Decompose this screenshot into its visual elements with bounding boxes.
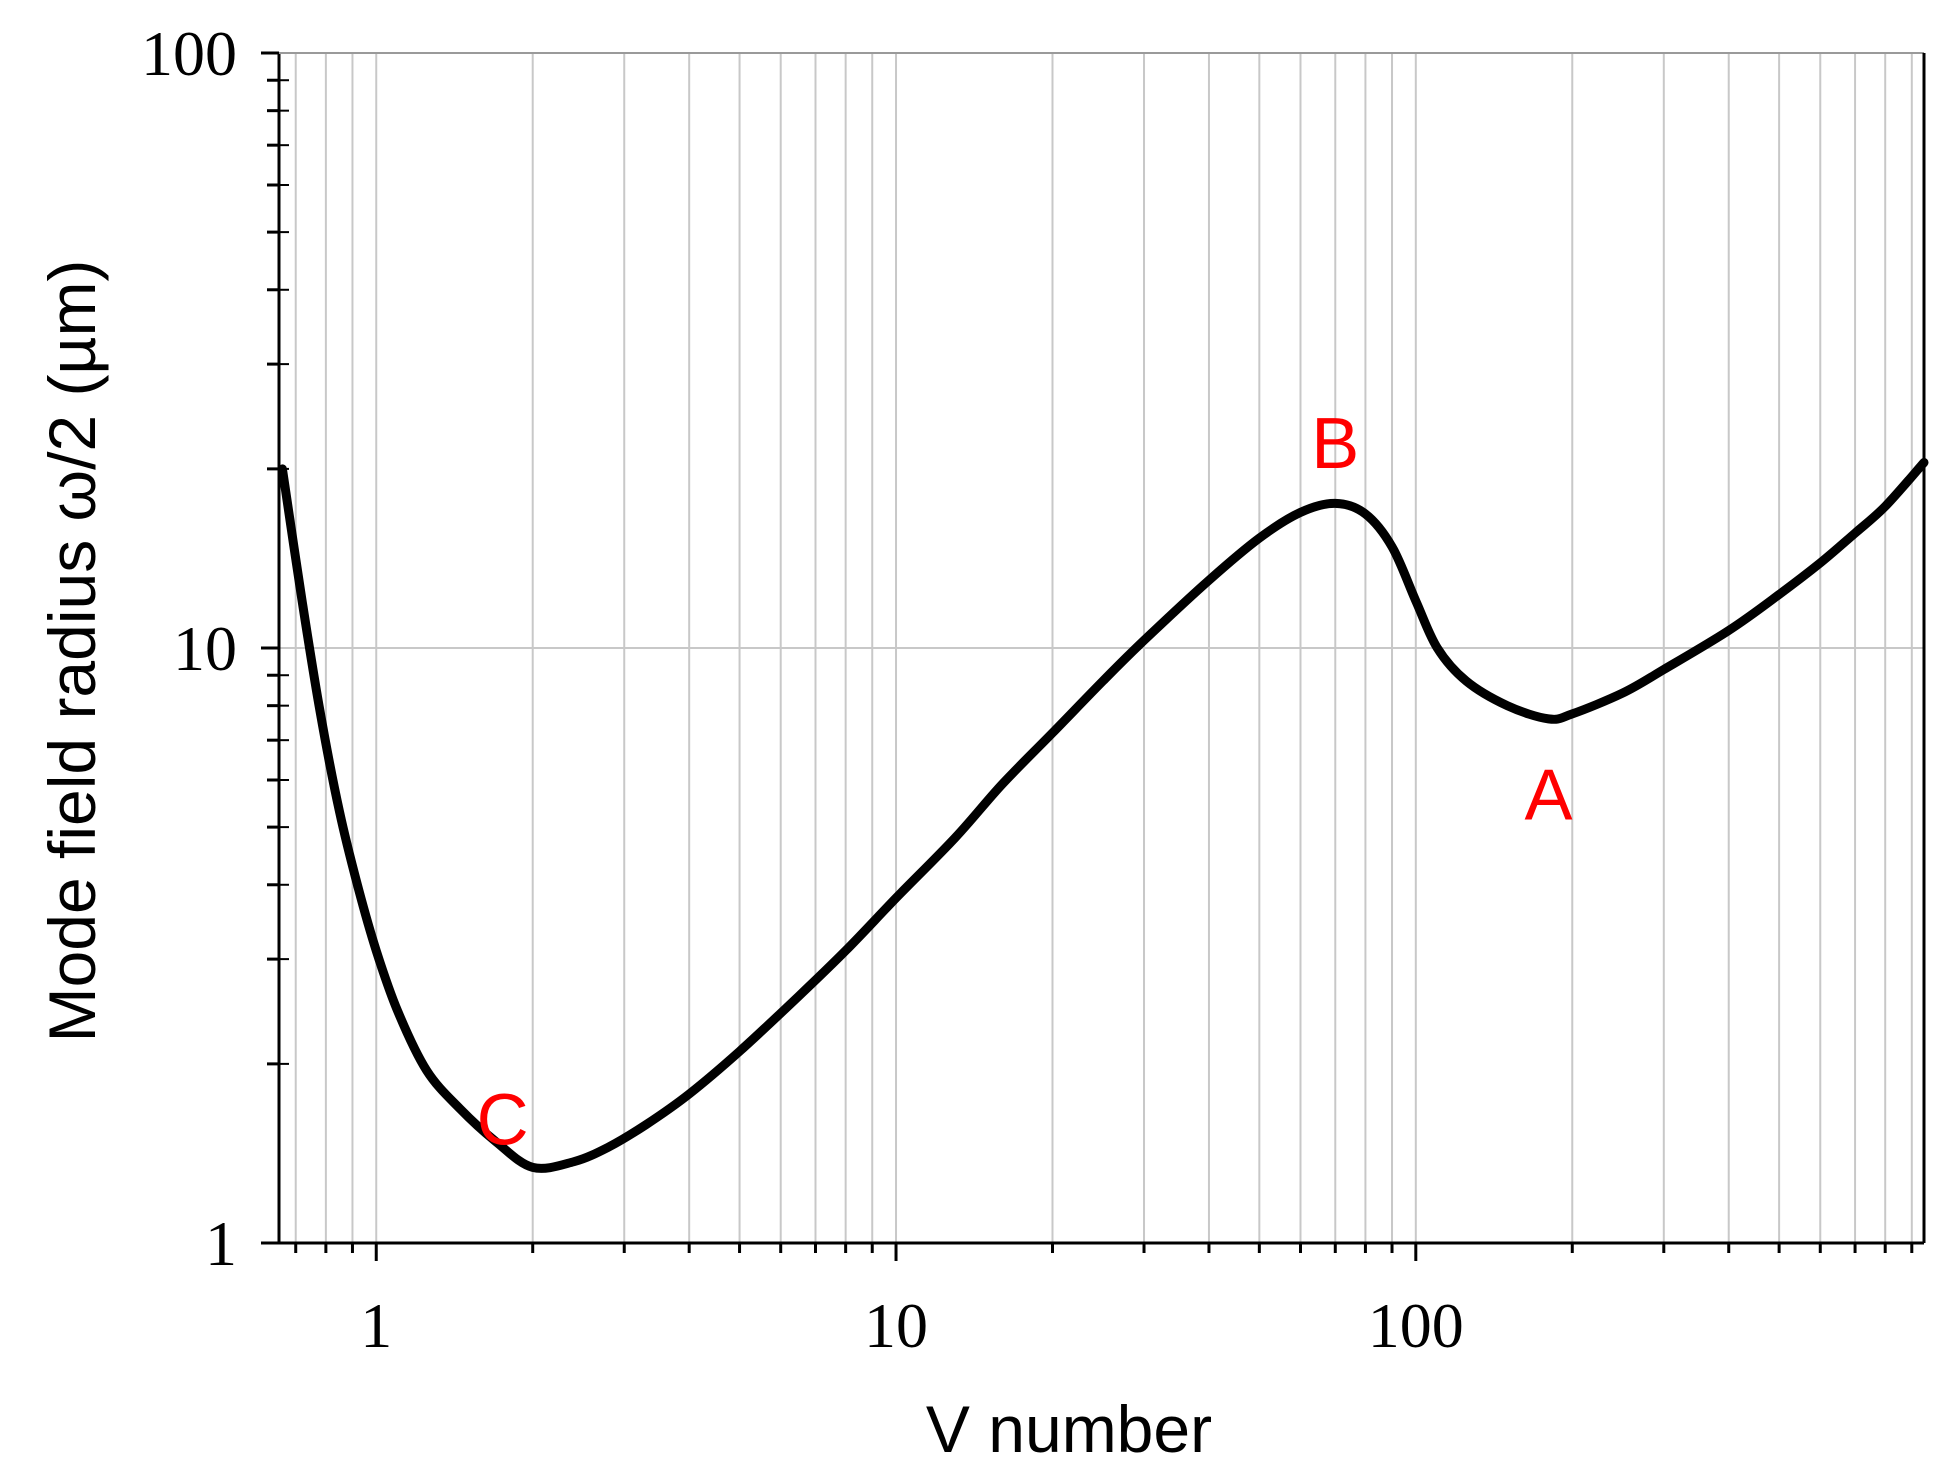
x-tick-label: 10 [864, 1290, 928, 1361]
x-axis-label: V number [926, 1392, 1212, 1466]
y-tick-label: 1 [205, 1208, 237, 1279]
x-tick-label: 100 [1368, 1290, 1464, 1361]
annotation-a: A [1524, 755, 1572, 835]
series-line-0 [277, 458, 1929, 1173]
y-tick-label: 10 [173, 613, 237, 684]
series-layer [277, 458, 1929, 1173]
y-axis-label: Mode field radius ω/2 (µm) [35, 260, 109, 1043]
annotation-c: C [477, 1080, 529, 1160]
tick-label-layer: 1 10 100 1 10 100 [141, 18, 1464, 1361]
tick-layer [261, 51, 1914, 1261]
grid-layer [279, 53, 1924, 1243]
x-tick-label: 1 [360, 1290, 392, 1361]
y-tick-label: 100 [141, 18, 237, 89]
annotation-b: B [1311, 404, 1359, 484]
annotation-layer: A B C [477, 404, 1573, 1160]
